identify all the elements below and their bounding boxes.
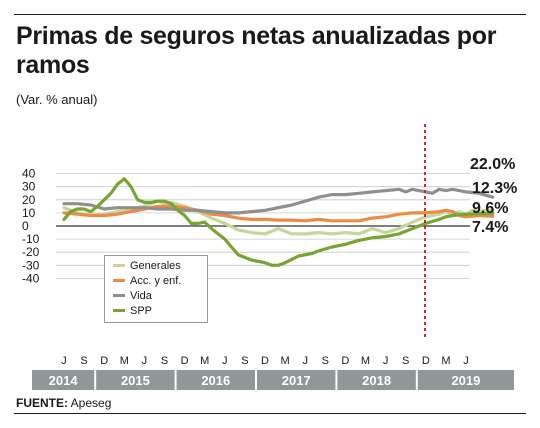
month-tick-label: S: [241, 355, 248, 367]
end-label-vida: 22.0%: [470, 156, 516, 173]
legend-swatch-acc-enf: [113, 278, 125, 282]
legend-swatch-generales: [113, 263, 125, 267]
month-tick-label: D: [422, 355, 430, 367]
month-tick-label: J: [222, 355, 228, 367]
end-label-spp: 9.6%: [472, 200, 509, 217]
y-tick-label: -20: [22, 245, 40, 259]
series-lines: [62, 177, 495, 267]
month-tick-label: J: [302, 355, 308, 367]
bottom-rule: [14, 413, 526, 414]
month-tick-label: J: [383, 355, 389, 367]
year-label: 2016: [201, 373, 230, 388]
month-tick-label: D: [100, 355, 108, 367]
y-tick-label: 20: [22, 193, 36, 207]
legend-label-generales: Generales: [130, 260, 181, 272]
year-band: [176, 370, 255, 390]
legend-label-vida: Vida: [130, 290, 152, 302]
legend-swatch-spp: [113, 308, 125, 312]
year-band: [337, 370, 416, 390]
month-tick-label: M: [441, 355, 450, 367]
month-tick-label: S: [402, 355, 409, 367]
source-text: Apeseg: [70, 396, 112, 410]
chart-title: Primas de seguros netas anualizadas por …: [16, 22, 497, 79]
month-tick-label: M: [120, 355, 129, 367]
month-tick-label: D: [181, 355, 189, 367]
year-band: [257, 370, 336, 390]
year-band: [32, 370, 95, 390]
year-band: [417, 370, 514, 390]
series-line-vida: [62, 187, 495, 215]
month-tick-label: D: [341, 355, 349, 367]
source-label: FUENTE:: [16, 396, 68, 410]
y-tick-label: -10: [22, 232, 40, 246]
legend-swatch-vida: [113, 293, 125, 297]
legend: Generales Acc. y enf. Vida SPP: [104, 255, 208, 323]
month-tick-label: M: [200, 355, 209, 367]
legend-label-acc-enf: Acc. y enf.: [130, 275, 182, 287]
end-label-generales: 12.3%: [472, 180, 518, 197]
y-tick-label: 10: [22, 206, 36, 220]
source-note: FUENTE: Apeseg: [16, 396, 111, 410]
y-tick-label: 0: [22, 219, 29, 233]
month-tick-label: J: [463, 355, 469, 367]
year-bands: 2014 2015 2016 2017 2018 2019: [32, 370, 514, 390]
year-label: 2014: [49, 373, 79, 388]
year-label: 2018: [362, 373, 391, 388]
year-band: [96, 370, 175, 390]
legend-item-acc-enf: Acc. y enf.: [113, 275, 181, 289]
legend-item-vida: Vida: [113, 290, 152, 304]
month-tick-label: J: [142, 355, 148, 367]
end-label-acc-enf: 7.4%: [472, 219, 509, 236]
month-tick-label: S: [322, 355, 329, 367]
month-tick-label: S: [80, 355, 87, 367]
year-label: 2015: [121, 373, 150, 388]
legend-item-spp: SPP: [113, 305, 152, 319]
y-tick-label: -30: [22, 258, 40, 272]
year-label: 2017: [282, 373, 311, 388]
y-tick-label: -40: [22, 271, 40, 285]
top-rule: [14, 14, 526, 15]
series-line-generales: [62, 199, 495, 236]
legend-label-spp: SPP: [130, 305, 153, 317]
month-tick-label: M: [281, 355, 290, 367]
month-tick-label: D: [261, 355, 269, 367]
series-line-spp: [62, 177, 495, 267]
month-tick-label: J: [61, 355, 67, 367]
year-label: 2019: [451, 373, 480, 388]
y-tick-label: 30: [22, 180, 36, 194]
legend-item-generales: Generales: [113, 260, 181, 274]
chart-subtitle: (Var. % anual): [16, 92, 98, 107]
month-tick-label: S: [161, 355, 168, 367]
series-line-acc-y-enf-: [62, 204, 495, 223]
month-tick-label: M: [361, 355, 370, 367]
y-tick-label: 40: [22, 167, 36, 181]
